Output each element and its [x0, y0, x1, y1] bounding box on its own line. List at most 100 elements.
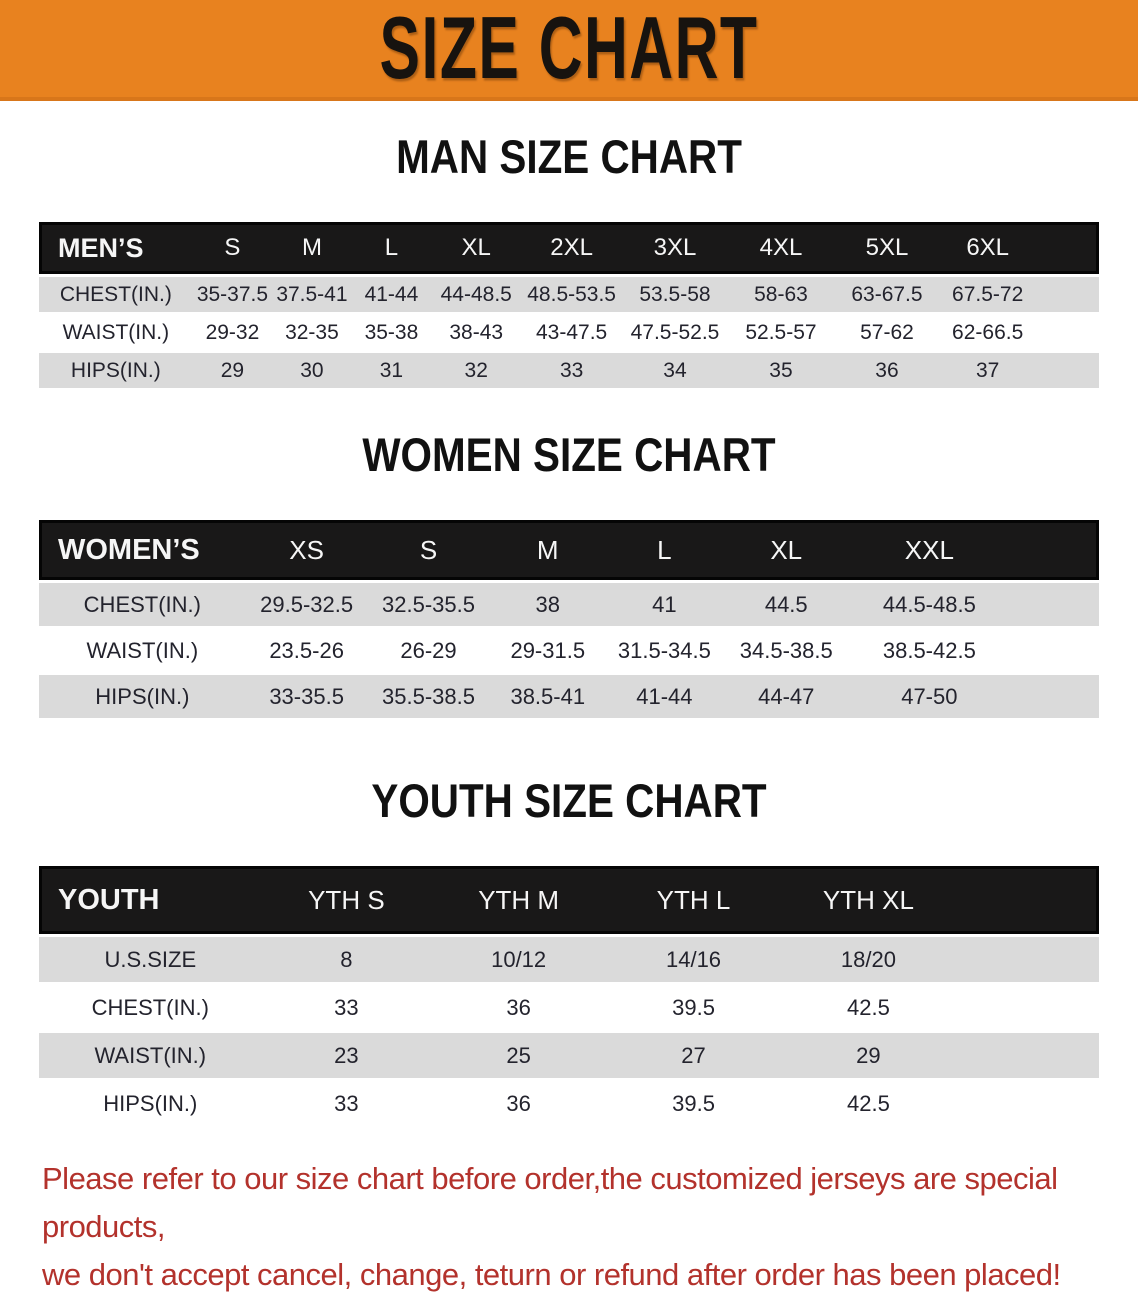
- filler-cell: [955, 866, 1099, 934]
- size-chart-banner: SIZE CHART: [0, 0, 1138, 101]
- disclaimer-line-2: we don't accept cancel, change, teturn o…: [42, 1257, 1061, 1292]
- size-column-header: M: [272, 222, 352, 274]
- size-value-cell: 8: [261, 937, 432, 982]
- size-column-header: 3XL: [621, 222, 728, 274]
- row-label: HIPS(IN.): [39, 1081, 262, 1126]
- women-section-heading: WOMEN SIZE CHART: [362, 428, 776, 481]
- size-value-cell: 33: [261, 985, 432, 1030]
- size-column-header: XS: [245, 520, 368, 580]
- row-label: HIPS(IN.): [39, 675, 246, 718]
- size-value-cell: 14/16: [606, 937, 781, 982]
- size-value-cell: 29-31.5: [489, 629, 607, 672]
- size-value-cell: 42.5: [780, 985, 956, 1030]
- row-label: HIPS(IN.): [39, 353, 193, 388]
- size-value-cell: 57-62: [833, 315, 940, 350]
- size-value-cell: 27: [606, 1033, 781, 1078]
- filler-cell: [955, 1033, 1099, 1078]
- disclaimer-line-1: Please refer to our size chart before or…: [42, 1161, 1058, 1244]
- size-column-header: S: [192, 222, 273, 274]
- size-value-cell: 33: [521, 353, 622, 388]
- filler-cell: [1035, 222, 1099, 274]
- size-column-header: L: [351, 222, 432, 274]
- size-column-header: YTH L: [606, 866, 781, 934]
- size-value-cell: 29: [780, 1033, 956, 1078]
- youth-size-table-wrap: YOUTH YTH S YTH M YTH L YTH XL U.S.SIZE 8 10/12…: [0, 863, 1138, 1129]
- size-value-cell: 35-38: [351, 315, 432, 350]
- size-column-header: S: [367, 520, 490, 580]
- size-value-cell: 35-37.5: [192, 277, 273, 312]
- size-value-cell: 38.5-41: [489, 675, 607, 718]
- measurement-row: U.S.SIZE 8 10/12 14/16 18/20: [39, 937, 1099, 982]
- size-value-cell: 38.5-42.5: [849, 629, 1009, 672]
- men-size-table-wrap: MEN’S S M L XL 2XL 3XL 4XL 5XL 6XL CHEST(IN.) 35-37…: [0, 219, 1138, 391]
- size-column-header: 4XL: [727, 222, 834, 274]
- size-table-header-row: WOMEN’S XS S M L XL XXL: [39, 520, 1099, 580]
- size-value-cell: 44-48.5: [431, 277, 522, 312]
- size-value-cell: 33: [261, 1081, 432, 1126]
- size-value-cell: 63-67.5: [833, 277, 940, 312]
- size-value-cell: 29: [192, 353, 273, 388]
- filler-cell: [955, 985, 1099, 1030]
- size-value-cell: 34: [621, 353, 728, 388]
- size-value-cell: 47-50: [849, 675, 1009, 718]
- filler-cell: [1035, 353, 1099, 388]
- men-section-heading: MAN SIZE CHART: [396, 130, 742, 183]
- size-value-cell: 23.5-26: [245, 629, 368, 672]
- size-value-cell: 41-44: [351, 277, 432, 312]
- size-value-cell: 42.5: [780, 1081, 956, 1126]
- filler-cell: [955, 937, 1099, 982]
- size-value-cell: 38-43: [431, 315, 522, 350]
- size-value-cell: 37.5-41: [272, 277, 352, 312]
- measurement-row: CHEST(IN.) 35-37.5 37.5-41 41-44 44-48.5 48.5…: [39, 277, 1099, 312]
- size-column-header: YTH M: [431, 866, 607, 934]
- measurement-row: HIPS(IN.) 33-35.5 35.5-38.5 38.5-41 41-44 44-…: [39, 675, 1099, 718]
- filler-cell: [1035, 277, 1099, 312]
- row-label: CHEST(IN.): [39, 277, 193, 312]
- table-corner-label: WOMEN’S: [39, 520, 246, 580]
- row-label: CHEST(IN.): [39, 583, 246, 626]
- size-value-cell: 36: [833, 353, 940, 388]
- order-disclaimer: Please refer to our size chart before or…: [42, 1155, 1138, 1299]
- size-value-cell: 35.5-38.5: [367, 675, 490, 718]
- women-size-table-wrap: WOMEN’S XS S M L XL XXL CHEST(IN.) 29.5-32.5 32.5…: [0, 517, 1138, 721]
- size-value-cell: 39.5: [606, 985, 781, 1030]
- size-value-cell: 52.5-57: [727, 315, 834, 350]
- size-column-header: 2XL: [521, 222, 622, 274]
- size-value-cell: 67.5-72: [939, 277, 1036, 312]
- filler-cell: [1035, 315, 1099, 350]
- row-label: U.S.SIZE: [39, 937, 262, 982]
- size-value-cell: 29-32: [192, 315, 273, 350]
- size-value-cell: 31.5-34.5: [606, 629, 723, 672]
- size-value-cell: 43-47.5: [521, 315, 622, 350]
- size-column-header: YTH S: [261, 866, 432, 934]
- size-column-header: YTH XL: [780, 866, 956, 934]
- size-value-cell: 47.5-52.5: [621, 315, 728, 350]
- size-value-cell: 36: [431, 985, 607, 1030]
- size-table-header-row: MEN’S S M L XL 2XL 3XL 4XL 5XL 6XL: [39, 222, 1099, 274]
- size-table-header-row: YOUTH YTH S YTH M YTH L YTH XL: [39, 866, 1099, 934]
- size-value-cell: 48.5-53.5: [521, 277, 622, 312]
- row-label: WAIST(IN.): [39, 629, 246, 672]
- size-column-header: XL: [722, 520, 850, 580]
- youth-section-heading: YOUTH SIZE CHART: [371, 774, 767, 827]
- measurement-row: CHEST(IN.) 29.5-32.5 32.5-35.5 38 41 44.5 44.5…: [39, 583, 1099, 626]
- size-value-cell: 35: [727, 353, 834, 388]
- row-label: CHEST(IN.): [39, 985, 262, 1030]
- size-value-cell: 23: [261, 1033, 432, 1078]
- size-value-cell: 29.5-32.5: [245, 583, 368, 626]
- men-size-table: MEN’S S M L XL 2XL 3XL 4XL 5XL 6XL CHEST(IN.) 35-37…: [39, 219, 1099, 391]
- size-value-cell: 33-35.5: [245, 675, 368, 718]
- size-value-cell: 34.5-38.5: [722, 629, 850, 672]
- size-value-cell: 30: [272, 353, 352, 388]
- size-column-header: M: [489, 520, 607, 580]
- filler-cell: [955, 1081, 1099, 1126]
- filler-cell: [1008, 675, 1099, 718]
- measurement-row: WAIST(IN.) 29-32 32-35 35-38 38-43 43-47.5 47.…: [39, 315, 1099, 350]
- size-value-cell: 36: [431, 1081, 607, 1126]
- size-value-cell: 26-29: [367, 629, 490, 672]
- size-value-cell: 25: [431, 1033, 607, 1078]
- size-column-header: 6XL: [939, 222, 1036, 274]
- size-value-cell: 32.5-35.5: [367, 583, 490, 626]
- size-value-cell: 37: [939, 353, 1036, 388]
- row-label: WAIST(IN.): [39, 315, 193, 350]
